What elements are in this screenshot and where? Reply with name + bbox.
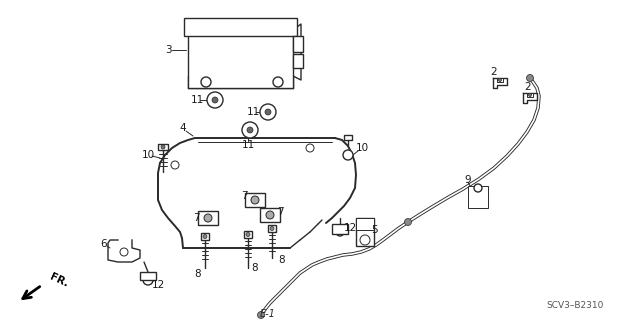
- Text: 12: 12: [344, 223, 356, 233]
- Circle shape: [242, 122, 258, 138]
- Circle shape: [257, 311, 264, 318]
- Bar: [332, 224, 348, 234]
- Text: E-1: E-1: [260, 309, 276, 319]
- Text: SCV3–B2310: SCV3–B2310: [547, 301, 604, 310]
- Bar: [356, 218, 374, 230]
- Text: 6: 6: [100, 239, 108, 249]
- Circle shape: [171, 161, 179, 169]
- Text: 12: 12: [152, 280, 164, 290]
- Circle shape: [207, 92, 223, 108]
- Text: 10: 10: [355, 143, 369, 153]
- Circle shape: [336, 228, 344, 236]
- Text: 8: 8: [195, 269, 202, 279]
- Text: 11: 11: [246, 107, 260, 117]
- Circle shape: [273, 77, 283, 87]
- Text: 7: 7: [193, 213, 199, 223]
- Circle shape: [246, 233, 250, 236]
- Bar: [201, 233, 209, 240]
- Bar: [198, 211, 218, 225]
- Bar: [497, 78, 503, 82]
- Bar: [140, 272, 156, 280]
- Text: 3: 3: [164, 45, 172, 55]
- Circle shape: [260, 104, 276, 120]
- Circle shape: [270, 226, 274, 231]
- Circle shape: [247, 127, 253, 133]
- Text: 11: 11: [241, 140, 255, 150]
- Bar: [293, 36, 303, 52]
- Bar: [527, 93, 533, 97]
- Circle shape: [212, 97, 218, 103]
- Circle shape: [360, 235, 370, 245]
- Circle shape: [404, 219, 412, 226]
- Bar: [356, 218, 374, 246]
- Circle shape: [529, 93, 531, 97]
- Circle shape: [499, 78, 502, 81]
- Text: FR.: FR.: [48, 271, 70, 289]
- Circle shape: [203, 234, 207, 239]
- Bar: [188, 30, 293, 88]
- Bar: [260, 208, 280, 222]
- Bar: [158, 144, 168, 150]
- Circle shape: [343, 150, 353, 160]
- Circle shape: [266, 211, 274, 219]
- Circle shape: [120, 248, 128, 256]
- Circle shape: [265, 109, 271, 115]
- Text: 7: 7: [241, 191, 247, 201]
- Circle shape: [527, 75, 534, 81]
- Text: 2: 2: [525, 82, 531, 92]
- Text: 9: 9: [465, 175, 471, 185]
- Circle shape: [161, 145, 165, 149]
- Bar: [344, 135, 352, 140]
- Text: 10: 10: [141, 150, 155, 160]
- Circle shape: [143, 275, 153, 285]
- Bar: [268, 225, 276, 232]
- Circle shape: [201, 77, 211, 87]
- Bar: [468, 186, 488, 208]
- Text: 4: 4: [180, 123, 186, 133]
- Bar: [244, 231, 252, 238]
- Circle shape: [474, 184, 482, 192]
- Circle shape: [204, 214, 212, 222]
- Text: 7: 7: [276, 207, 284, 217]
- Bar: [293, 54, 303, 68]
- Text: 2: 2: [491, 67, 497, 77]
- Bar: [184, 18, 297, 36]
- Text: 5: 5: [372, 225, 378, 235]
- Text: 8: 8: [278, 255, 285, 265]
- Text: 11: 11: [190, 95, 204, 105]
- Circle shape: [251, 196, 259, 204]
- Bar: [245, 193, 265, 207]
- Circle shape: [306, 144, 314, 152]
- Text: 8: 8: [252, 263, 259, 273]
